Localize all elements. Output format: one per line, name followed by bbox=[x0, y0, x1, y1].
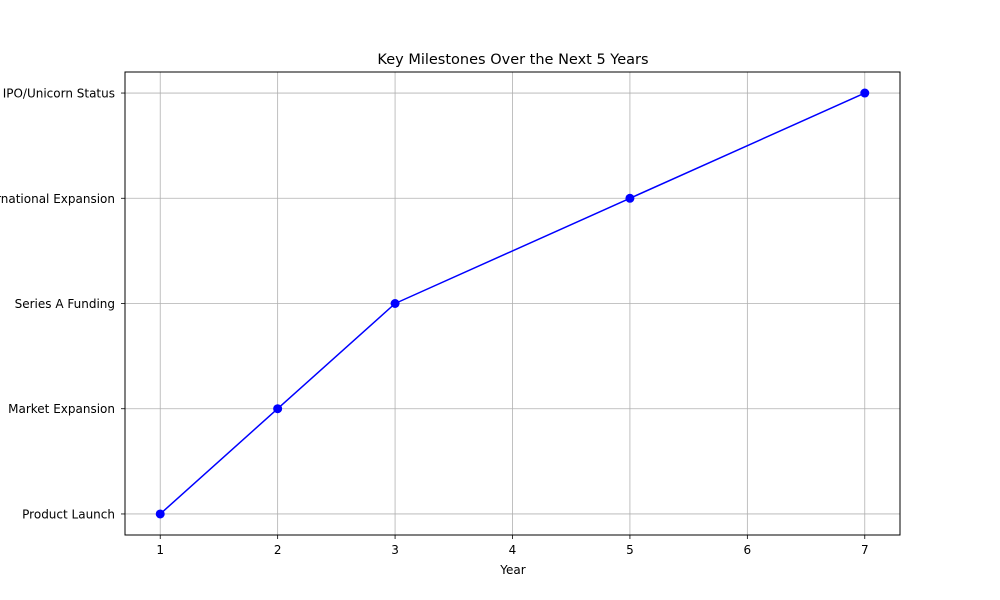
y-tick-label: IPO/Unicorn Status bbox=[3, 87, 115, 101]
x-tick-label: 2 bbox=[274, 543, 282, 557]
data-point bbox=[155, 509, 165, 519]
data-point bbox=[273, 404, 283, 414]
x-axis-ticks: 1 2 3 4 5 6 7 bbox=[156, 535, 869, 557]
y-tick-label: Series A Funding bbox=[15, 297, 115, 311]
x-tick-label: 7 bbox=[861, 543, 869, 557]
y-tick-label: Product Launch bbox=[22, 507, 115, 521]
data-point bbox=[860, 88, 870, 98]
y-tick-label: International Expansion bbox=[0, 192, 115, 206]
data-point bbox=[625, 193, 635, 203]
series-group bbox=[155, 88, 870, 519]
y-axis-ticks: Product Launch Market Expansion Series A F… bbox=[0, 87, 125, 521]
x-tick-label: 6 bbox=[744, 543, 752, 557]
chart-title: Key Milestones Over the Next 5 Years bbox=[377, 52, 648, 68]
grid-lines bbox=[125, 72, 900, 535]
x-axis-label: Year bbox=[499, 563, 525, 577]
data-point bbox=[390, 299, 400, 308]
x-tick-label: 4 bbox=[509, 543, 517, 557]
y-tick-label: Market Expansion bbox=[8, 402, 115, 416]
x-tick-label: 1 bbox=[156, 543, 164, 557]
x-tick-label: 3 bbox=[391, 543, 399, 557]
x-tick-label: 5 bbox=[626, 543, 634, 557]
